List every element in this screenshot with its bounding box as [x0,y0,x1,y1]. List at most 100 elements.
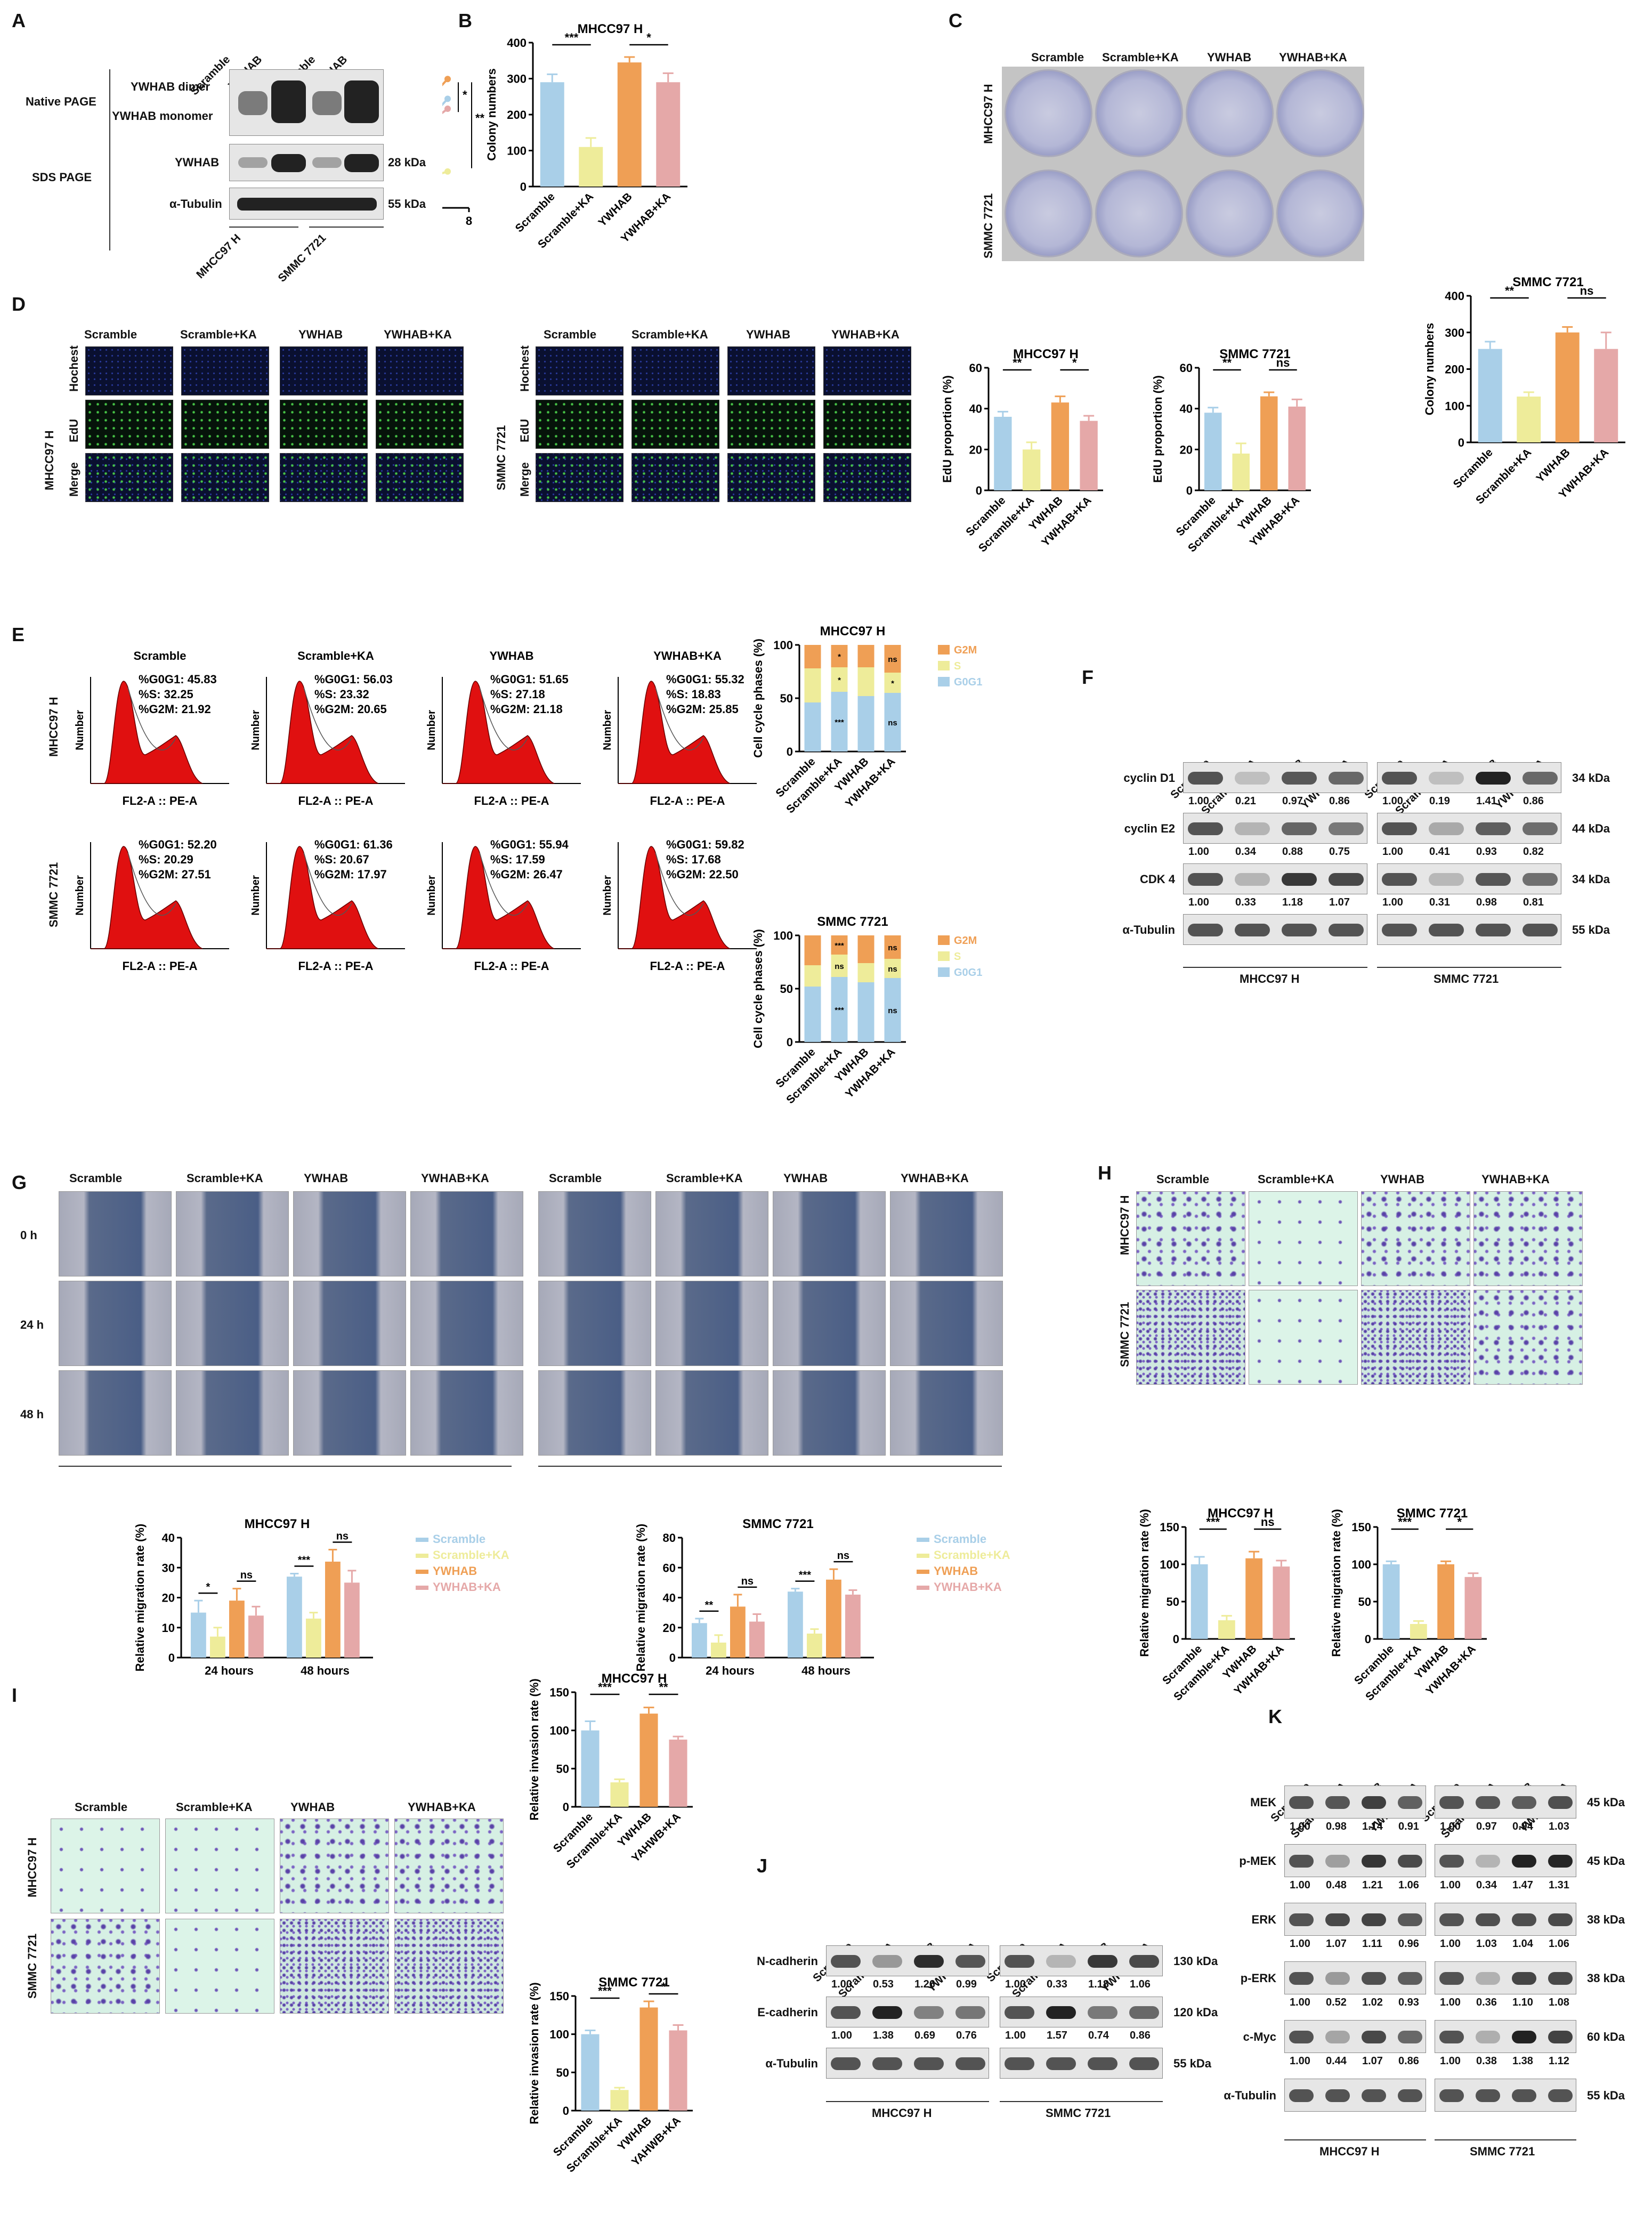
x-axis-label: FL2-A :: PE-A [474,959,549,973]
densitometry-value: 1.26 [914,1978,935,1990]
band [1398,2030,1422,2044]
panel-label: B [458,10,472,31]
legend-swatch [938,677,950,686]
seg-mark: *** [835,941,844,950]
densitometry-value: 0.34 [1476,1879,1497,1891]
stat-label: %S: 18.83 [666,688,721,701]
legend-label: G0G1 [954,967,982,979]
chart-title: SMMC 7721 [1397,1506,1468,1521]
band [1362,2089,1386,2103]
stack-segment [884,693,901,752]
legend-swatch [416,1586,428,1590]
stat-label: %G0G1: 59.82 [666,838,744,851]
cell-label: MHCC97 H [1240,972,1300,985]
invasion-image [51,1919,160,2014]
band [1329,822,1364,835]
sig-label: * [1072,356,1077,369]
bar [1478,349,1502,442]
chart-title: MHCC97 H [820,624,886,639]
stat-label: %G2M: 25.85 [666,702,739,716]
densitometry-value: 0.98 [1326,1821,1347,1832]
protein-label: E-cadherin [757,2006,818,2019]
bar [1594,349,1618,442]
bar [1555,332,1580,442]
band [872,2057,902,2070]
kda-label: 28 kDa [388,156,426,169]
sig-label: ns [1261,1515,1275,1529]
bar [1273,1566,1290,1639]
densitometry-value: 0.33 [1047,1978,1067,1990]
y-tick-label: 150 [549,1990,569,2003]
divider [1435,2139,1576,2140]
bar [656,82,681,187]
dimer-label: YWHAB dimer [131,80,210,93]
densitometry-value: 1.02 [1362,1997,1383,2008]
band [1382,822,1417,835]
densitometry-value: 1.11 [1362,1938,1382,1950]
wound-image [410,1370,523,1456]
col-label: YWHAB+KA [408,1800,476,1814]
y-tick-label: 100 [773,929,793,942]
band [1398,1854,1422,1868]
col-label: Scramble [1031,51,1084,64]
densitometry-value: 0.86 [1329,795,1350,807]
densitometry-value: 0.48 [1326,1879,1347,1891]
hoechst-image [181,346,269,395]
legend-label: G2M [954,935,977,947]
band [1046,2057,1076,2070]
bar [1051,402,1070,490]
bar [191,1612,206,1658]
bar [210,1636,225,1658]
y-axis-label: Relative migration rate (%) [1138,1509,1151,1657]
sig-label: ** [1222,356,1232,369]
densitometry-value: 1.31 [1549,1879,1569,1891]
blot-strip [826,1945,989,1976]
bar [1080,421,1098,490]
band [1088,1955,1117,1968]
stack-segment [831,955,848,977]
bar [540,82,564,187]
sig-label: * [206,1581,210,1593]
band [1548,2089,1573,2103]
band [1476,822,1511,835]
y-tick-label: 20 [162,1591,175,1605]
fit-curve [303,852,352,916]
cell-label: MHCC97 H [872,2106,932,2120]
stack-segment [831,692,848,752]
seg-mark: ns [888,718,897,728]
legend-label: Scramble [433,1532,485,1546]
stat-label: %G0G1: 51.65 [490,673,569,686]
band [1362,1913,1386,1927]
band [1282,924,1317,936]
stack-segment [804,965,821,987]
sig-label: *** [298,1555,311,1566]
panel-c: C Scramble Scramble+KA YWHAB YWHAB+KA MH… [485,0,1652,282]
col-label: YWHAB+KA [831,328,900,341]
divider [59,1466,512,1467]
sig-label: ** [705,1599,714,1611]
y-tick-label: 50 [780,982,793,996]
kda-label: 120 kDa [1173,2006,1218,2019]
band [1282,873,1317,886]
sig-label: *** [1206,1515,1220,1529]
wound-image [59,1370,172,1456]
blot-strip [1284,1844,1426,1877]
densitometry-value: 0.93 [1398,1997,1419,2008]
y-axis-label: Number [426,710,438,750]
merge-image [181,453,269,502]
y-tick-label: 80 [663,1531,676,1545]
band [1439,1796,1464,1809]
hoechst-image [280,346,368,395]
histogram-peak [266,846,379,949]
col-label: Scramble+KA [666,1171,743,1185]
col-label: Scramble [1156,1173,1210,1186]
ywhab-label: YWHAB [175,156,220,169]
stat-label: %S: 20.29 [139,853,193,866]
band [872,1955,902,1968]
densitometry-value: 1.03 [1476,1938,1497,1950]
band [1329,924,1364,936]
y-tick-label: 0 [787,745,793,758]
blot-strip [1183,813,1367,844]
densitometry-value: 0.69 [914,2030,935,2041]
